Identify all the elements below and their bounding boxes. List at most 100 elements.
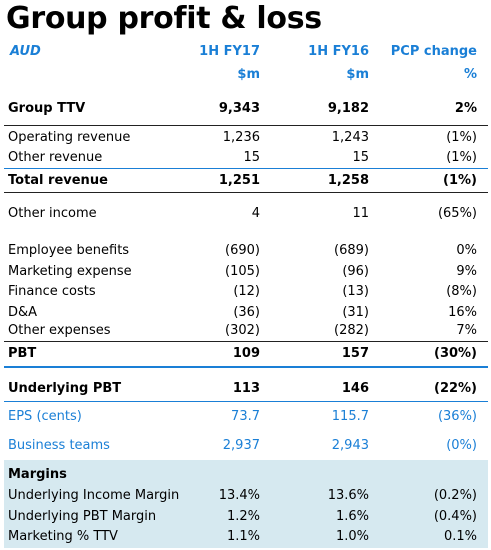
row-label: Other expenses — [8, 323, 111, 338]
value-pcp-change: (65%) — [437, 206, 477, 221]
row-label: Operating revenue — [8, 130, 131, 145]
value-1h-fy16: 1.6% — [335, 509, 369, 524]
page-title: Group profit & loss — [6, 1, 322, 36]
row-label: Total revenue — [8, 173, 108, 188]
value-pcp-change: (1%) — [446, 150, 477, 165]
value-1h-fy17: (12) — [233, 284, 260, 299]
value-1h-fy16: 1.0% — [335, 529, 369, 544]
row-underlying-income-margin: Underlying Income Margin 13.4% 13.6% (0.… — [0, 487, 491, 505]
value-1h-fy16: (282) — [334, 323, 369, 338]
value-1h-fy16: 9,182 — [327, 101, 369, 116]
unit-header-pcp-change: % — [463, 67, 477, 82]
value-pcp-change: (0.4%) — [433, 509, 477, 524]
value-1h-fy16: 157 — [341, 346, 369, 361]
value-1h-fy17: 2,937 — [222, 438, 260, 453]
row-group-ttv: Group TTV 9,343 9,182 2% — [0, 100, 491, 118]
row-other-expenses: Other expenses (302) (282) 7% — [0, 322, 491, 340]
value-1h-fy17: 13.4% — [218, 488, 260, 503]
value-1h-fy17: (36) — [233, 305, 260, 320]
value-1h-fy16: (689) — [334, 243, 369, 258]
value-1h-fy17: 1.2% — [226, 509, 260, 524]
row-underlying-pbt: Underlying PBT 113 146 (22%) — [0, 380, 491, 398]
row-label: Other income — [8, 206, 97, 221]
value-pcp-change: (1%) — [446, 130, 477, 145]
row-pbt: PBT 109 157 (30%) — [0, 345, 491, 363]
value-1h-fy17: 1,251 — [218, 173, 260, 188]
row-marketing-expense: Marketing expense (105) (96) 9% — [0, 263, 491, 281]
value-1h-fy17: 113 — [232, 381, 260, 396]
row-d-and-a: D&A (36) (31) 16% — [0, 304, 491, 322]
value-pcp-change: (22%) — [434, 381, 477, 396]
row-total-revenue: Total revenue 1,251 1,258 (1%) — [0, 172, 491, 190]
value-1h-fy17: 9,343 — [218, 101, 260, 116]
col-header-1h-fy16: 1H FY16 — [308, 44, 369, 59]
margins-heading: Margins — [0, 466, 491, 484]
value-1h-fy16: 115.7 — [331, 409, 369, 424]
value-pcp-change: 16% — [448, 305, 477, 320]
unit-header-1h-fy16: $m — [346, 67, 369, 82]
divider — [4, 341, 488, 342]
row-label: Marketing % TTV — [8, 529, 118, 544]
value-pcp-change: 7% — [456, 323, 477, 338]
value-1h-fy17: 1.1% — [226, 529, 260, 544]
value-1h-fy16: (96) — [342, 264, 369, 279]
value-1h-fy16: 11 — [352, 206, 369, 221]
value-1h-fy16: 146 — [341, 381, 369, 396]
row-label: Group TTV — [8, 101, 86, 116]
value-pcp-change: (1%) — [443, 173, 477, 188]
value-pcp-change: 0.1% — [443, 529, 477, 544]
margins-section-background — [4, 460, 488, 548]
row-employee-benefits: Employee benefits (690) (689) 0% — [0, 242, 491, 260]
value-pcp-change: 0% — [456, 243, 477, 258]
row-eps: EPS (cents) 73.7 115.7 (36%) — [0, 408, 491, 426]
row-business-teams: Business teams 2,937 2,943 (0%) — [0, 437, 491, 455]
value-1h-fy16: 1,243 — [331, 130, 369, 145]
value-pcp-change: (36%) — [437, 409, 477, 424]
section-heading: Margins — [8, 467, 67, 482]
value-1h-fy17: (105) — [225, 264, 260, 279]
divider — [4, 125, 488, 126]
row-underlying-pbt-margin: Underlying PBT Margin 1.2% 1.6% (0.4%) — [0, 508, 491, 526]
value-1h-fy17: 15 — [243, 150, 260, 165]
row-label: Other revenue — [8, 150, 103, 165]
value-1h-fy17: 73.7 — [231, 409, 260, 424]
row-marketing-pct-ttv: Marketing % TTV 1.1% 1.0% 0.1% — [0, 528, 491, 546]
value-pcp-change: (8%) — [446, 284, 477, 299]
row-label: Underlying PBT Margin — [8, 509, 157, 524]
row-other-revenue: Other revenue 15 15 (1%) — [0, 149, 491, 167]
row-label: Business teams — [8, 438, 110, 453]
row-label: Finance costs — [8, 284, 96, 299]
divider — [4, 192, 488, 193]
divider — [4, 366, 488, 368]
value-1h-fy16: 15 — [352, 150, 369, 165]
row-finance-costs: Finance costs (12) (13) (8%) — [0, 283, 491, 301]
divider — [4, 168, 488, 169]
value-1h-fy16: 2,943 — [331, 438, 369, 453]
row-label: EPS (cents) — [8, 409, 82, 424]
value-1h-fy16: (13) — [342, 284, 369, 299]
value-1h-fy16: 13.6% — [327, 488, 369, 503]
value-1h-fy17: (690) — [225, 243, 260, 258]
value-pcp-change: 2% — [454, 101, 477, 116]
value-1h-fy17: (302) — [225, 323, 260, 338]
unit-header-1h-fy17: $m — [237, 67, 260, 82]
row-label: Marketing expense — [8, 264, 132, 279]
col-header-pcp-change: PCP change — [390, 44, 477, 59]
currency-label: AUD — [10, 44, 41, 59]
divider — [4, 401, 488, 402]
value-pcp-change: 9% — [456, 264, 477, 279]
value-1h-fy16: (31) — [342, 305, 369, 320]
value-1h-fy17: 109 — [232, 346, 260, 361]
row-label: Employee benefits — [8, 243, 130, 258]
value-pcp-change: (30%) — [434, 346, 477, 361]
row-label: D&A — [8, 305, 38, 320]
value-pcp-change: (0.2%) — [433, 488, 477, 503]
row-operating-revenue: Operating revenue 1,236 1,243 (1%) — [0, 129, 491, 147]
value-1h-fy17: 4 — [251, 206, 260, 221]
row-label: Underlying Income Margin — [8, 488, 180, 503]
col-header-1h-fy17: 1H FY17 — [199, 44, 260, 59]
value-1h-fy16: 1,258 — [327, 173, 369, 188]
row-other-income: Other income 4 11 (65%) — [0, 205, 491, 223]
row-label: Underlying PBT — [8, 381, 122, 396]
value-pcp-change: (0%) — [446, 438, 477, 453]
